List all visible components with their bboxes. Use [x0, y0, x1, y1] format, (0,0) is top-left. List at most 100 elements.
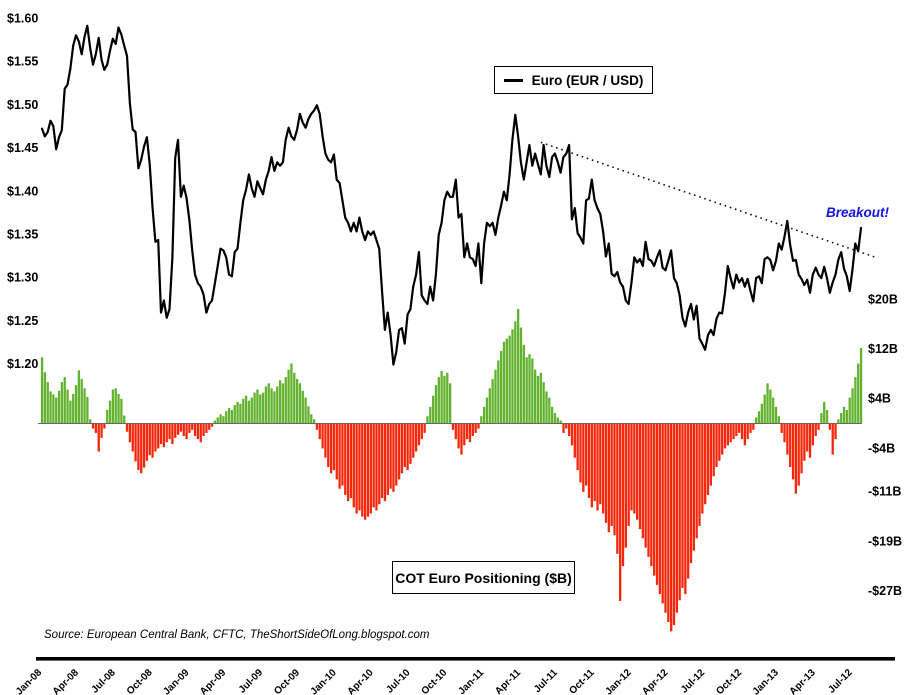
cot-negative-bar [587, 423, 591, 499]
cot-positive-bar [859, 347, 863, 423]
cot-positive-bar [777, 416, 781, 423]
cot-negative-bar [704, 423, 707, 505]
cot-negative-bar [417, 423, 421, 446]
cot-negative-bar [196, 423, 200, 440]
cot-positive-bar [264, 386, 268, 423]
cot-positive-bar [117, 393, 120, 423]
cot-positive-bar [772, 397, 775, 423]
cot-positive-bar [485, 397, 489, 423]
cot-positive-bar [307, 406, 310, 423]
cot-negative-bar [375, 423, 378, 511]
cot-negative-bar [131, 423, 134, 452]
x-axis-tick-label: Apr-10 [346, 667, 376, 695]
cot-positive-bar [851, 388, 854, 423]
cot-positive-bar [236, 401, 239, 423]
cot-positive-bar [482, 406, 486, 423]
cot-negative-bar [142, 423, 146, 468]
cot-negative-bar [335, 423, 338, 480]
cot-negative-bar [460, 423, 463, 455]
cot-positive-bar [539, 372, 542, 423]
cot-negative-bar [179, 423, 183, 432]
x-axis-tick-label: Jul-09 [237, 667, 266, 695]
cot-positive-bar [66, 389, 69, 423]
left-axis-tick-label: $1.45 [7, 141, 38, 155]
cot-negative-bar [369, 423, 372, 514]
cot-positive-bar [304, 397, 307, 423]
right-axis-tick-label: -$11B [868, 485, 901, 499]
cot-negative-bar [463, 423, 466, 446]
cot-negative-bar [610, 423, 613, 526]
cot-negative-bar [191, 423, 194, 430]
cot-negative-bar [208, 423, 211, 430]
cot-positive-bar [72, 393, 75, 423]
cot-negative-bar [100, 423, 103, 438]
cot-positive-bar [545, 391, 548, 423]
cot-negative-bar [568, 423, 571, 437]
cot-negative-bar [352, 423, 355, 508]
cot-positive-bar [69, 400, 72, 423]
cot-negative-bar [412, 423, 415, 458]
cot-negative-bar [168, 423, 171, 440]
cot-negative-bar [786, 423, 789, 455]
cot-positive-bar [440, 370, 443, 423]
cot-positive-bar [488, 388, 491, 423]
cot-negative-bar [403, 423, 406, 468]
x-axis-tick-label: Apr-11 [493, 667, 523, 695]
cot-positive-bar [774, 406, 778, 423]
cot-negative-bar [94, 423, 98, 433]
cot-negative-bar [621, 423, 625, 567]
x-axis-tick-label: Oct-09 [272, 667, 302, 695]
cot-negative-bar [630, 423, 633, 511]
cot-positive-bar [43, 372, 47, 423]
cot-positioning-label-box: COT Euro Positioning ($B) [392, 561, 575, 594]
cot-positive-bar [233, 405, 236, 423]
cot-negative-bar [738, 423, 741, 433]
cot-negative-bar [746, 423, 749, 440]
cot-positive-bar [434, 385, 438, 423]
x-axis-tick-label: Jan-13 [751, 667, 781, 695]
cot-negative-bar [414, 423, 418, 452]
cot-negative-bar [145, 423, 149, 461]
cot-positive-bar [222, 416, 225, 423]
cot-negative-bar [641, 423, 644, 539]
cot-positive-bar [40, 357, 44, 423]
cot-positive-bar [519, 327, 523, 423]
cot-positive-bar [230, 409, 234, 423]
cot-negative-bar [602, 423, 605, 514]
x-axis-line [36, 657, 895, 661]
cot-negative-bar [165, 423, 168, 443]
cot-negative-bar [380, 423, 384, 499]
right-axis-tick-label: -$19B [868, 534, 902, 548]
cot-negative-bar [619, 423, 622, 601]
cot-positive-bar [497, 360, 500, 423]
x-axis-tick-label: Jul-11 [532, 667, 560, 695]
right-axis-tick-label: $20B [868, 293, 898, 307]
cot-positive-bar [426, 416, 429, 423]
cot-negative-bar [395, 423, 398, 486]
cot-positive-bar [74, 385, 78, 423]
right-axis-tick-label: $4B [868, 392, 891, 406]
cot-negative-bar [465, 423, 469, 440]
right-axis-tick-label: $12B [868, 342, 898, 356]
cot-positive-bar [86, 396, 89, 423]
cot-negative-bar [789, 423, 792, 468]
cot-positive-bar [820, 413, 823, 423]
cot-negative-bar [800, 423, 803, 474]
cot-positive-bar [757, 411, 761, 423]
cot-negative-bar [400, 423, 404, 474]
x-axis-tick-label: Apr-13 [788, 667, 818, 695]
legend-label: Euro (EUR / USD) [531, 72, 644, 88]
left-axis-tick-label: $1.50 [7, 98, 38, 112]
cot-negative-bar [721, 423, 724, 455]
cot-negative-bar [729, 423, 732, 443]
cot-negative-bar [667, 423, 670, 623]
cot-positive-bar [534, 369, 537, 423]
cot-negative-bar [103, 423, 106, 429]
cot-positioning-label: COT Euro Positioning ($B) [395, 569, 572, 586]
x-axis-tick-label: Jan-11 [456, 667, 486, 695]
cot-negative-bar [162, 423, 166, 448]
cot-negative-bar [451, 423, 455, 430]
cot-positive-bar [448, 383, 452, 423]
right-axis-tick-label: -$4B [868, 441, 895, 455]
